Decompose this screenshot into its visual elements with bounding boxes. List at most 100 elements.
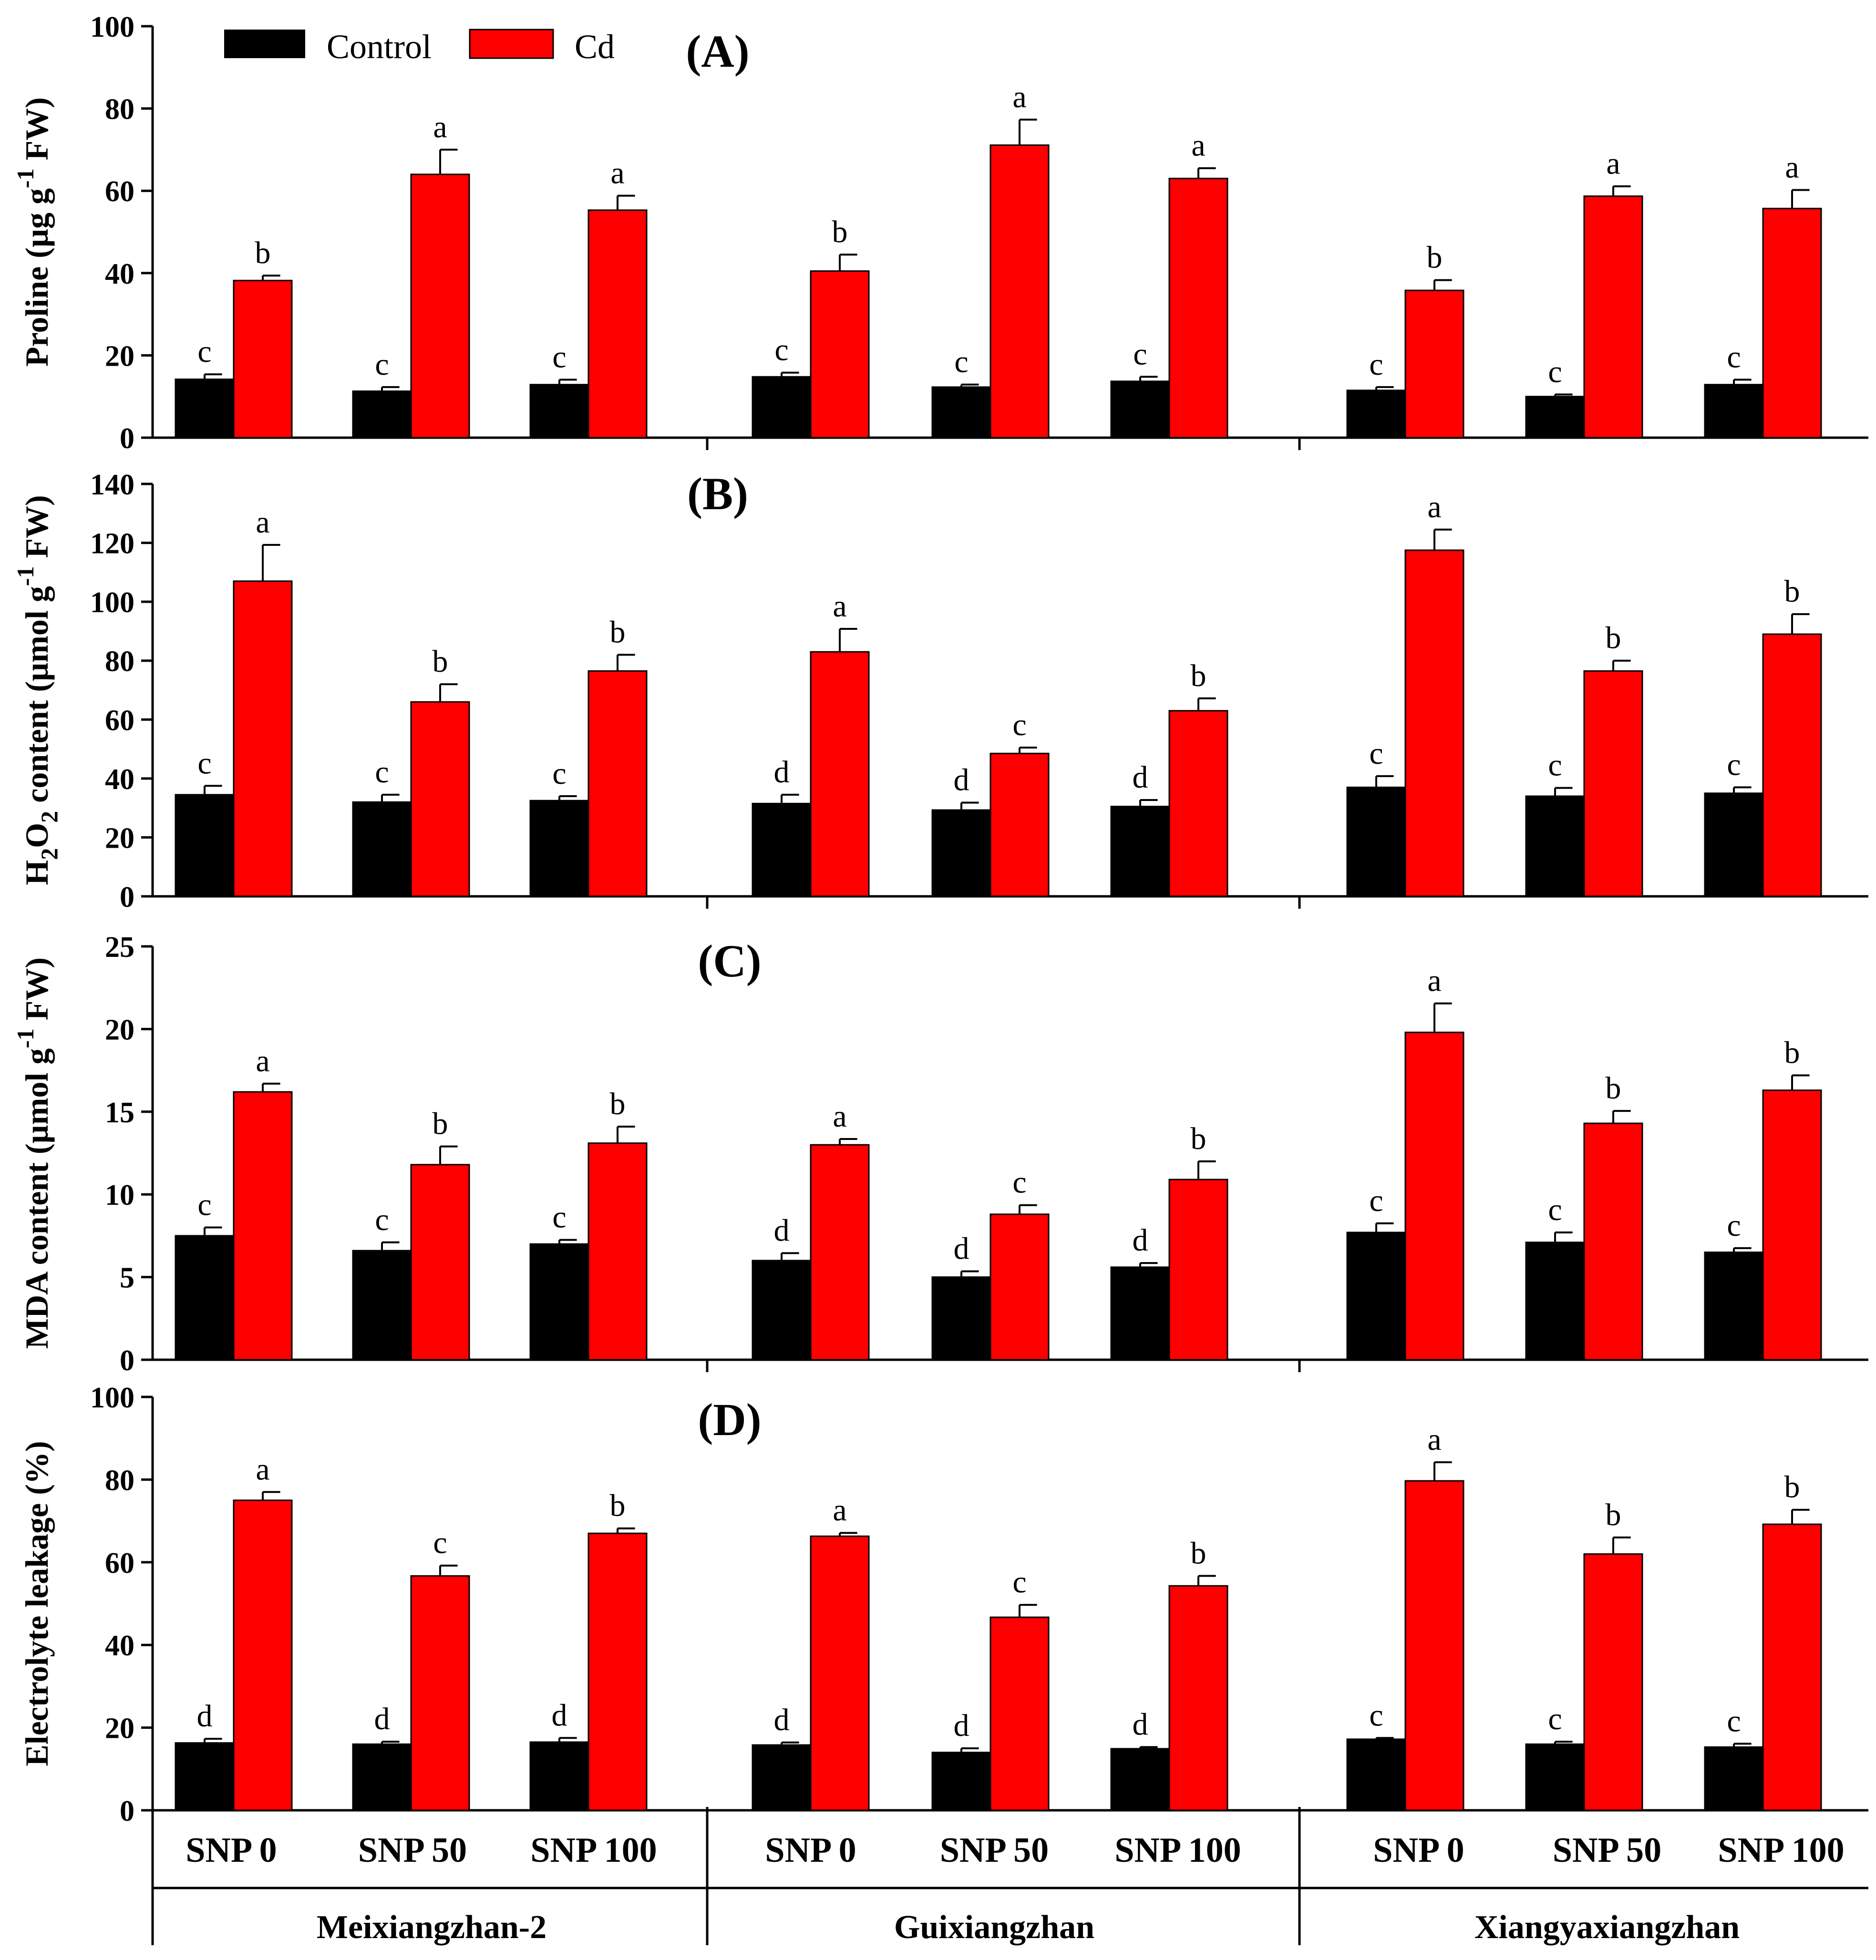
bar-cd [1168,1179,1228,1361]
y-tick-label: 80 [105,93,134,126]
significance-letter: a [1012,80,1026,114]
cultivar-label: Xiangyaxiangzhan [1474,1909,1740,1946]
significance-letter: b [1784,574,1800,609]
bar-cd [810,270,870,439]
bar-cd [990,1213,1050,1361]
significance-letter: c [552,1200,566,1235]
y-tick-label: 120 [90,528,134,560]
legend-label-cd: Cd [575,28,615,66]
significance-letter: a [833,1099,846,1134]
significance-letter: b [255,236,271,270]
significance-letter: b [610,1087,626,1121]
y-axis-label: MDA content (µmol g-1 FW) [12,957,55,1349]
bar-control [352,1250,412,1361]
bar-control [352,390,412,439]
y-axis-label: Proline (µg g-1 FW) [12,97,55,367]
y-axis-label: H2O2 content (µmol g-1 FW) [12,495,62,885]
y-tick-label: 100 [90,11,134,43]
bar-cd [1583,1553,1643,1811]
bar-cd [588,1142,648,1361]
significance-letter: c [552,756,566,791]
y-tick-label: 40 [105,1630,134,1662]
bar-control [1110,806,1170,897]
significance-letter: c [1012,1165,1026,1200]
bar-control [752,802,812,897]
significance-letter: c [1369,1183,1383,1218]
panel-label: (A) [686,26,749,77]
significance-letter: d [552,1698,567,1733]
y-axis-label-part: content (µmol g [19,586,55,811]
x-tick-label: SNP 50 [1553,1831,1661,1870]
bar-control [931,809,991,897]
y-tick-label: 40 [105,258,134,290]
y-axis-label-part: FW) [19,957,55,1028]
bar-control [931,1752,991,1811]
bar-cd [410,1164,470,1361]
significance-letter: a [1606,146,1620,181]
bar-cd [410,701,470,897]
bar-control [352,801,412,897]
y-tick-label: 80 [105,646,134,678]
significance-letter: c [1012,708,1026,742]
x-tick-label: SNP 50 [358,1831,467,1870]
y-axis-label-part: 2 [36,811,62,823]
cultivar-label: Guixiangzhan [894,1909,1094,1946]
significance-letter: c [1012,1565,1026,1600]
bar-cd [1583,670,1643,897]
bar-cd [1762,1523,1822,1811]
significance-letter: c [197,334,211,369]
x-tick-label: SNP 0 [186,1831,277,1870]
panel-c-mda: 0 5 10 15 20 25 MDA content (µmol g-1 FW) (C) c c… [12,931,1868,1377]
significance-letter: b [1606,1071,1621,1106]
y-tick-label: 20 [105,340,134,372]
significance-letter: a [1427,1422,1441,1457]
bar-control [529,1741,589,1811]
significance-letter: c [375,347,389,382]
significance-letter: a [833,1493,846,1528]
significance-letter: b [1191,1121,1206,1156]
x-category-table: SNP 0 SNP 50 SNP 100 SNP 0 SNP 50 SNP 10… [151,1807,1868,1946]
bar-control [1704,384,1764,439]
panel-label: (B) [687,468,748,519]
y-axis-label-part: -1 [12,566,39,586]
significance-letter: a [1191,128,1205,163]
bar-control [1110,380,1170,439]
bar-cd [810,1144,870,1361]
significance-letter: d [954,763,969,798]
bar-cd [1168,710,1228,897]
x-tick-label: SNP 0 [1373,1831,1464,1870]
significance-letter: c [433,1526,447,1560]
bar-cd [1404,289,1464,439]
bar-cd [1583,195,1643,439]
bar-control [1525,1242,1585,1361]
significance-letter: a [256,1044,269,1078]
significance-letter: d [774,755,790,790]
bar-cd [990,144,1050,439]
y-tick-label: 100 [90,586,134,619]
bar-control [175,378,235,439]
y-axis-label-part: 2 [36,848,62,860]
y-tick-label: 20 [105,822,134,854]
y-tick-label: 140 [90,469,134,501]
bar-control [752,1744,812,1811]
bar-cd [1168,177,1228,439]
significance-letter: d [954,1231,969,1266]
bar-cd [990,1616,1050,1811]
bar-control [1110,1266,1170,1361]
significance-letter: c [375,755,389,790]
y-tick-label: 100 [90,1382,134,1414]
bar-control [931,386,991,439]
y-tick-label: 25 [105,931,134,964]
y-tick-label: 10 [105,1179,134,1211]
bar-control [175,1235,235,1361]
bar-control [1525,795,1585,897]
legend-swatch-control [224,30,305,58]
significance-letter: b [1191,1536,1206,1570]
bar-cd [233,1091,293,1361]
significance-letter: c [1727,747,1741,782]
bar-control [529,800,589,897]
significance-letter: c [1727,339,1741,374]
bar-control [1525,396,1585,439]
bar-control [175,794,235,897]
